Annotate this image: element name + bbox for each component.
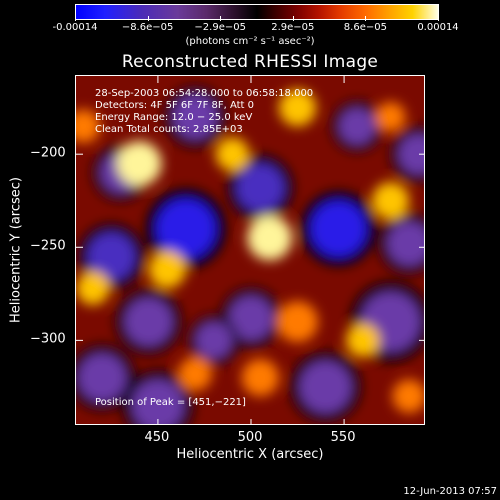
heatmap-cell-negative [338,107,376,145]
colorbar-unit-label: (photons cm⁻² s⁻¹ asec⁻²) [185,36,315,47]
heatmap-cell-negative [124,297,173,346]
heatmap-cell-positive [372,182,410,220]
colorbar-tick-mark [147,16,149,21]
colorbar-tick-label: −2.9e−05 [194,22,246,33]
heatmap-cell-positive [375,102,406,132]
colorbar [75,4,439,20]
heatmap-cell-positive [215,137,250,171]
heatmap-cell-positive [345,323,380,358]
x-tick-label: 550 [330,430,356,445]
heatmap-cell-positive [241,358,279,397]
colorbar-tick-label: 2.9e−05 [271,22,315,33]
heatmap-cell-negative [299,360,352,413]
heatmap-cell-negative [172,94,218,140]
info-total-counts: Clean Total counts: 2.85E+03 [95,124,243,135]
colorbar-tick-label: −8.6e−05 [121,22,174,33]
colorbar-tick-label: -0.00014 [52,22,98,33]
heatmap-cell-negative [398,133,424,175]
heatmap-cell-negative [77,353,127,402]
heatmap-cell-positive [247,215,292,261]
colorbar-tick-mark [220,16,222,21]
x-tick-label: 450 [144,430,170,445]
heatmap-cell-positive [392,379,424,413]
colorbar-tick-mark [75,16,76,21]
heatmap-cell-positive [76,271,110,305]
heatmap-cell-negative [131,379,184,424]
plot-title: Reconstructed RHESSI Image [121,52,379,72]
colorbar-tick-mark [292,16,294,21]
heatmap-cell-negative [156,198,216,259]
timestamp: 12-Jun-2013 07:57 [403,486,497,497]
colorbar-tick-label: 8.6e−05 [343,22,387,33]
colorbar-tick-label: 0.00014 [417,22,459,33]
colorbar-tick-mark [438,16,439,21]
y-tick-label: −250 [30,238,66,254]
heatmap-cell-negative [236,163,285,212]
y-tick-label: −300 [30,331,66,347]
y-axis-label: Heliocentric Y (arcsec) [8,177,24,323]
colorbar-tick-mark [365,16,367,21]
heatmap-cell-negative [310,200,367,257]
heatmap-cell-negative [195,321,233,359]
heatmap-cell-negative [386,221,424,266]
heatmap-cell-negative [228,295,274,341]
heatmap-cell-positive [277,301,319,343]
heatmap-cell-positive [148,251,186,289]
heatmap-cell-positive [76,109,101,144]
y-tick-label: −200 [30,145,66,161]
x-axis-label: Heliocentric X (arcsec) [176,447,324,462]
heatmap-cell-positive [178,357,212,391]
heatmap-cell-negative [87,232,136,281]
x-tick-label: 500 [237,430,263,445]
heatmap-cell-positive [278,89,317,127]
heatmap-plot-area [75,75,425,425]
info-detectors: Detectors: 4F 5F 6F 7F 8F, Att 0 [95,100,255,111]
heatmap-cell-positive [116,141,162,186]
info-energy-range: Energy Range: 12.0 − 25.0 keV [95,112,253,123]
info-peak-position: Position of Peak = [451,−221] [95,397,246,408]
heatmap-canvas [76,76,424,424]
info-time-range: 28-Sep-2003 06:54:28.000 to 06:58:18.000 [95,88,314,99]
